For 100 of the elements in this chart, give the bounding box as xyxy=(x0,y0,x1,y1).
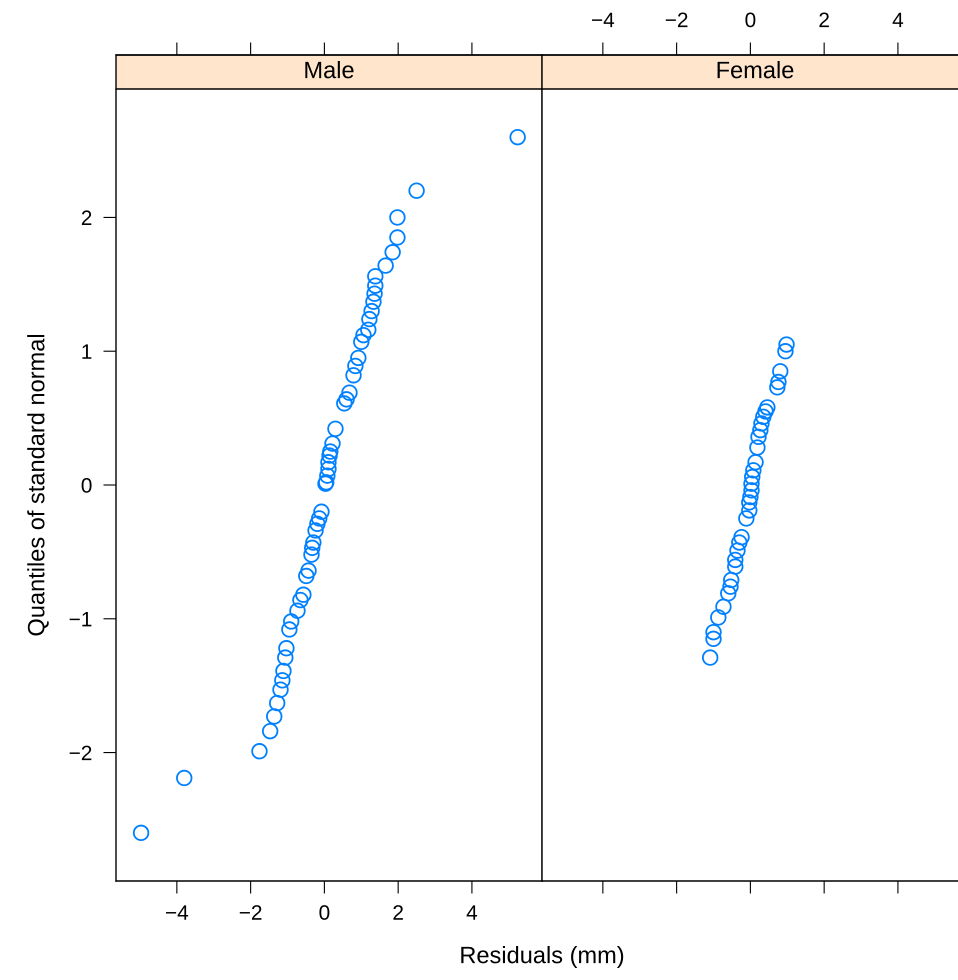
point xyxy=(268,694,286,712)
point xyxy=(322,443,338,460)
point xyxy=(757,403,774,420)
point xyxy=(313,504,330,520)
point xyxy=(738,510,755,527)
x-tick-label: 0 xyxy=(319,905,330,920)
point xyxy=(289,602,306,619)
x-tick-label: 4 xyxy=(892,12,904,28)
point xyxy=(345,367,362,384)
point xyxy=(353,334,370,350)
point xyxy=(272,681,289,698)
y-tick-label: 0 xyxy=(82,478,92,493)
point xyxy=(311,510,328,527)
point xyxy=(772,363,788,380)
point xyxy=(281,621,298,638)
point xyxy=(347,358,364,374)
point xyxy=(277,649,294,666)
chart-title: Female xyxy=(718,60,794,78)
point xyxy=(367,268,384,284)
point xyxy=(705,624,722,640)
point xyxy=(389,229,406,246)
point xyxy=(733,528,750,546)
point xyxy=(262,722,278,740)
point xyxy=(336,395,353,412)
point xyxy=(320,454,337,470)
point xyxy=(743,475,760,492)
point xyxy=(727,558,744,575)
point xyxy=(749,439,766,456)
y-tick-label: −1 xyxy=(70,612,92,626)
point xyxy=(327,420,344,438)
point xyxy=(408,182,425,199)
point xyxy=(741,494,758,511)
point xyxy=(361,310,378,328)
point xyxy=(355,326,372,344)
point xyxy=(750,428,767,446)
chart-title: Male xyxy=(305,60,354,78)
point xyxy=(742,488,759,506)
point xyxy=(747,454,764,470)
point xyxy=(778,336,795,353)
point xyxy=(324,435,341,452)
point xyxy=(741,502,758,519)
x-tick-label: 2 xyxy=(819,12,829,28)
point xyxy=(769,379,786,396)
point xyxy=(702,649,718,666)
point xyxy=(292,592,309,608)
point xyxy=(274,672,291,689)
point xyxy=(731,534,748,551)
point xyxy=(777,343,794,360)
point xyxy=(275,662,292,680)
point xyxy=(305,534,322,551)
point xyxy=(338,391,355,408)
x-tick-label: 4 xyxy=(466,905,478,920)
point xyxy=(509,128,526,146)
point xyxy=(384,244,401,260)
point xyxy=(744,468,760,486)
point xyxy=(720,585,736,602)
point xyxy=(723,572,740,588)
point xyxy=(350,350,367,366)
point xyxy=(300,562,317,579)
point xyxy=(251,743,268,760)
point xyxy=(295,586,312,603)
x-tick-label: −2 xyxy=(240,905,262,920)
x-tick-label: −4 xyxy=(592,12,614,28)
point xyxy=(759,399,776,416)
y-axis-title: Quantiles of standard normal xyxy=(27,334,49,636)
point xyxy=(360,322,376,338)
point xyxy=(365,294,382,310)
y-tick-label: 2 xyxy=(82,210,92,225)
point xyxy=(132,824,150,842)
point xyxy=(710,609,726,626)
point xyxy=(320,460,337,478)
point xyxy=(745,462,762,478)
point xyxy=(743,482,760,499)
point xyxy=(319,467,336,484)
point xyxy=(366,285,383,302)
point xyxy=(770,374,787,390)
point xyxy=(377,257,394,274)
point xyxy=(367,277,384,294)
point xyxy=(303,546,320,563)
point xyxy=(705,630,722,648)
point xyxy=(283,613,300,630)
x-tick-label: −2 xyxy=(666,12,688,28)
point xyxy=(755,408,772,425)
x-tick-label: 2 xyxy=(393,905,403,920)
point xyxy=(309,516,326,532)
point xyxy=(321,447,338,464)
point xyxy=(389,209,406,226)
x-axis-title: Residuals (mm) xyxy=(461,946,624,968)
point xyxy=(341,384,358,401)
y-tick-label: −2 xyxy=(70,746,92,760)
point xyxy=(176,770,192,786)
point xyxy=(729,542,746,559)
point xyxy=(363,302,380,320)
x-tick-label: 0 xyxy=(745,12,756,28)
point xyxy=(753,415,770,432)
point xyxy=(727,552,744,568)
point xyxy=(307,522,324,539)
y-tick-label: 1 xyxy=(82,344,92,359)
x-tick-label: −4 xyxy=(166,905,188,920)
point xyxy=(722,578,739,595)
